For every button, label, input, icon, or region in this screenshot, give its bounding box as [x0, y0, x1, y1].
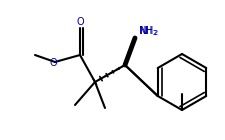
- Text: O: O: [49, 58, 56, 68]
- Text: NH$_2$: NH$_2$: [138, 24, 158, 38]
- Text: O: O: [76, 17, 83, 27]
- Polygon shape: [124, 38, 135, 65]
- Text: NH$_2$: NH$_2$: [137, 24, 157, 38]
